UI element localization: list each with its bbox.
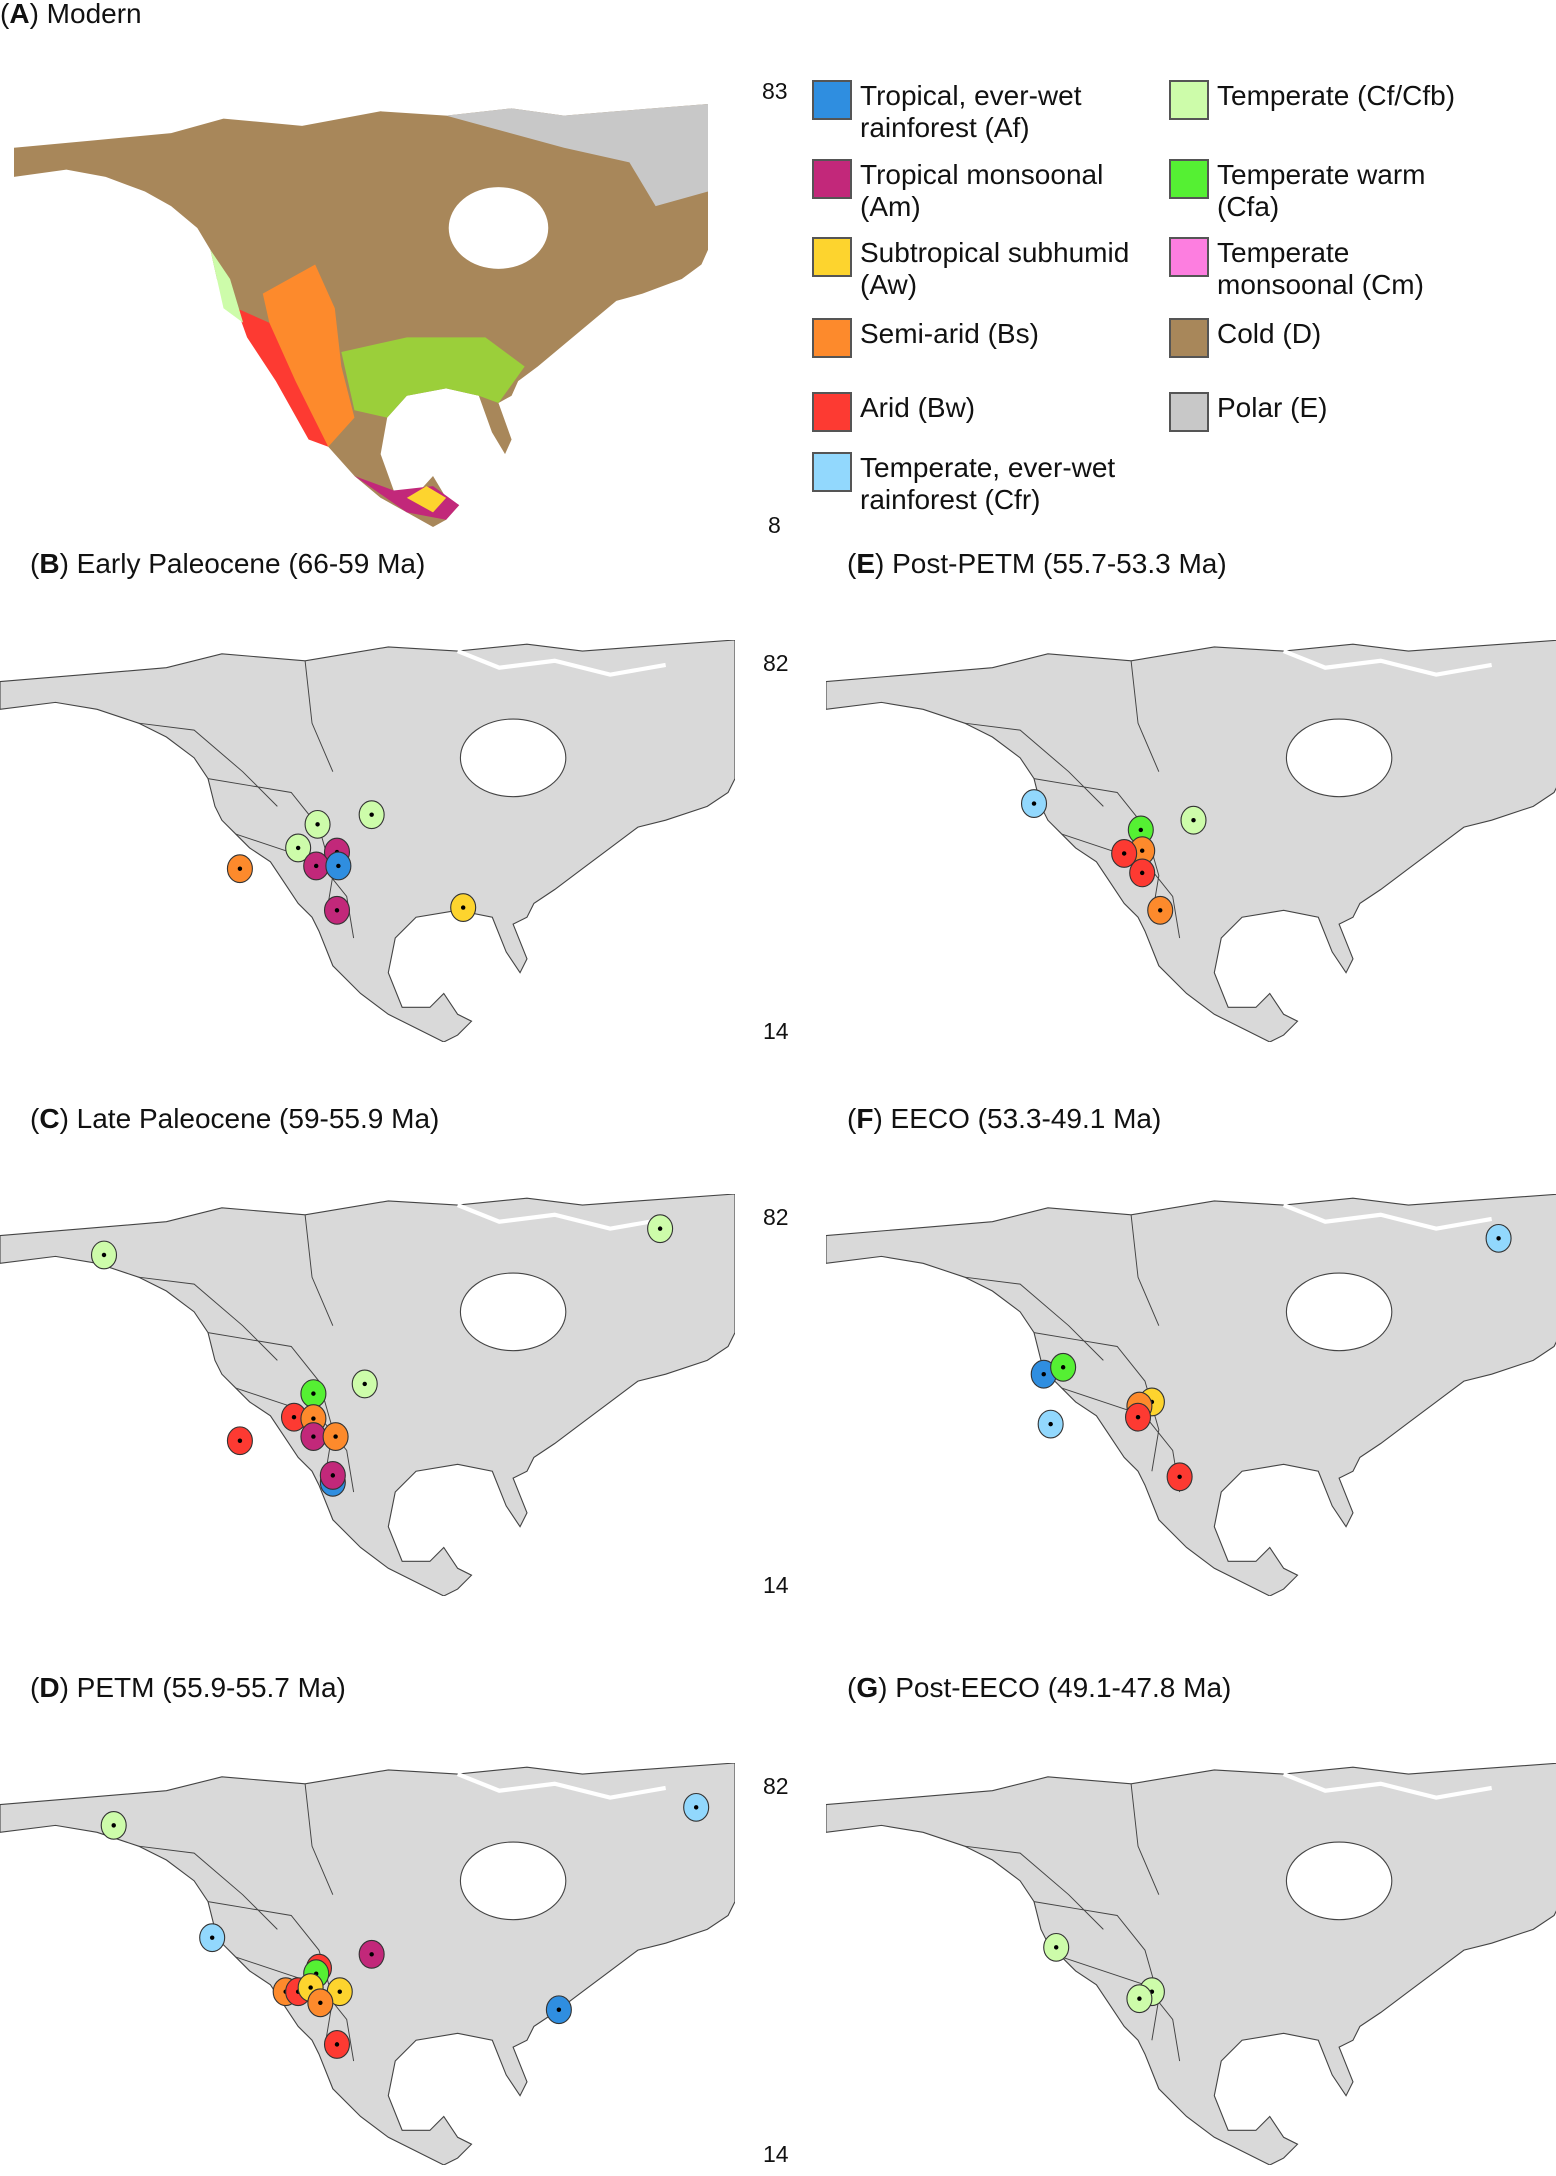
legend-label-line1: Arid (Bw) (860, 392, 976, 423)
site-marker-bw (1166, 1462, 1193, 1492)
site-marker-bs (226, 854, 253, 884)
legend-item-am: Tropical monsoonal (Am) (812, 159, 1103, 223)
site-marker-cf (1043, 1932, 1070, 1962)
paleo-map-g (826, 1763, 1556, 2165)
legend-label-line1: Cold (D) (1217, 318, 1322, 349)
lat-label-top: 83 (762, 78, 788, 104)
legend-item-cf: Temperate (Cf/Cfb) (1169, 80, 1455, 120)
legend-label-line1: Subtropical subhumid (860, 237, 1130, 268)
legend-label-line1: Temperate (Cf/Cfb) (1217, 80, 1456, 111)
site-marker-cfa (300, 1379, 327, 1409)
legend-label-line1: Temperate (1217, 237, 1350, 268)
lat-label-top: 82 (763, 1773, 789, 1799)
paleo-map-d (0, 1763, 735, 2165)
legend-label-line2: (Aw) (860, 269, 918, 300)
panel-b-title: (B) Early Paleocene (66-59 Ma) (30, 548, 426, 579)
site-marker-cfr (683, 1792, 710, 1822)
site-marker-am (300, 1422, 327, 1452)
legend-item-d: Cold (D) (1169, 318, 1321, 358)
site-marker-cf (285, 833, 312, 863)
legend-swatch (1169, 80, 1209, 120)
site-marker-am (323, 895, 351, 925)
panel-a-title: (A) Modern (0, 0, 142, 29)
site-marker-bw (1111, 839, 1138, 868)
legend-label-line1: Temperate warm (1217, 159, 1426, 190)
site-marker-am (303, 851, 330, 881)
panel-g-title: (G) Post-EECO (49.1-47.8 Ma) (847, 1672, 1232, 1703)
legend-item-aw: Subtropical subhumid (Aw) (812, 237, 1129, 301)
site-marker-cf (647, 1214, 674, 1244)
legend-label-line2: (Am) (860, 191, 921, 222)
site-marker-cf (100, 1810, 127, 1840)
legend-label-line1: Polar (E) (1217, 392, 1328, 423)
legend-swatch (1169, 159, 1209, 199)
site-marker-bw (1129, 858, 1156, 888)
site-marker-bw (323, 2029, 351, 2059)
lat-label-bottom: 14 (763, 2141, 789, 2167)
site-marker-bs (307, 1988, 334, 2018)
legend-label-line1: Semi-arid (Bs) (860, 318, 1039, 349)
panel-f-title: (F) EECO (53.3-49.1 Ma) (847, 1103, 1162, 1134)
paleo-map-c (0, 1194, 735, 1596)
lat-label-top: 82 (763, 650, 789, 676)
legend-swatch (812, 159, 852, 199)
lat-label-bottom: 14 (763, 1018, 789, 1044)
legend-item-cfr: Temperate, ever-wet rainforest (Cfr) (812, 452, 1115, 516)
site-marker-cfr (1020, 789, 1048, 818)
legend-swatch (1169, 318, 1209, 358)
panel-e-title: (E) Post-PETM (55.7-53.3 Ma) (847, 548, 1227, 579)
legend-item-cfa: Temperate warm (Cfa) (1169, 159, 1426, 223)
legend-swatch (812, 392, 852, 432)
legend-swatch (812, 318, 852, 358)
legend-item-cm: Temperate monsoonal (Cm) (1169, 237, 1424, 301)
legend-swatch (812, 80, 852, 120)
panel-d-title: (D) PETM (55.9-55.7 Ma) (30, 1672, 346, 1703)
lat-label-top: 82 (763, 1204, 789, 1230)
legend-swatch (812, 237, 852, 277)
legend-label-line2: rainforest (Cfr) (860, 484, 1041, 515)
lat-label-bottom: 8 (768, 512, 781, 538)
legend-item-af: Tropical, ever-wet rainforest (Af) (812, 80, 1081, 144)
site-marker-cf (1126, 1984, 1153, 2014)
legend-label-line1: Temperate, ever-wet (860, 452, 1116, 483)
site-marker-cfr (199, 1923, 226, 1953)
site-marker-af (325, 851, 352, 881)
site-marker-aw (450, 893, 477, 922)
site-marker-bw (226, 1426, 253, 1456)
site-marker-bw (1124, 1402, 1152, 1432)
site-marker-bs (1147, 895, 1174, 925)
site-marker-bs (322, 1422, 349, 1452)
site-marker-cf (304, 809, 331, 839)
legend-label-line2: monsoonal (Cm) (1217, 269, 1424, 300)
legend-item-e: Polar (E) (1169, 392, 1327, 432)
paleo-map-b (0, 640, 735, 1042)
site-marker-am (358, 1939, 385, 1969)
site-marker-cf (90, 1240, 118, 1270)
site-marker-cf (358, 800, 385, 830)
site-marker-cfa (1050, 1352, 1077, 1382)
site-marker-cfr (1485, 1223, 1512, 1253)
paleo-map-f (826, 1194, 1556, 1596)
legend-label-line1: Tropical monsoonal (860, 159, 1104, 190)
legend-label-line2: rainforest (Af) (860, 112, 1030, 143)
legend-swatch (1169, 392, 1209, 432)
legend-label-line1: Tropical, ever-wet (860, 80, 1082, 111)
site-marker-cf (1180, 805, 1207, 835)
legend-swatch (812, 452, 852, 492)
legend-swatch (1169, 237, 1209, 277)
legend-item-bs: Semi-arid (Bs) (812, 318, 1039, 358)
site-marker-af (545, 1995, 572, 2025)
lat-label-bottom: 14 (763, 1572, 789, 1598)
site-marker-am (319, 1460, 346, 1490)
site-marker-cf (351, 1369, 378, 1399)
panel-c-title: (C) Late Paleocene (59-55.9 Ma) (30, 1103, 440, 1134)
paleo-map-e (826, 640, 1556, 1042)
modern-climate-map (14, 104, 708, 527)
legend-item-bw: Arid (Bw) (812, 392, 975, 432)
site-marker-cfr (1037, 1409, 1064, 1439)
legend-label-line2: (Cfa) (1217, 191, 1280, 222)
